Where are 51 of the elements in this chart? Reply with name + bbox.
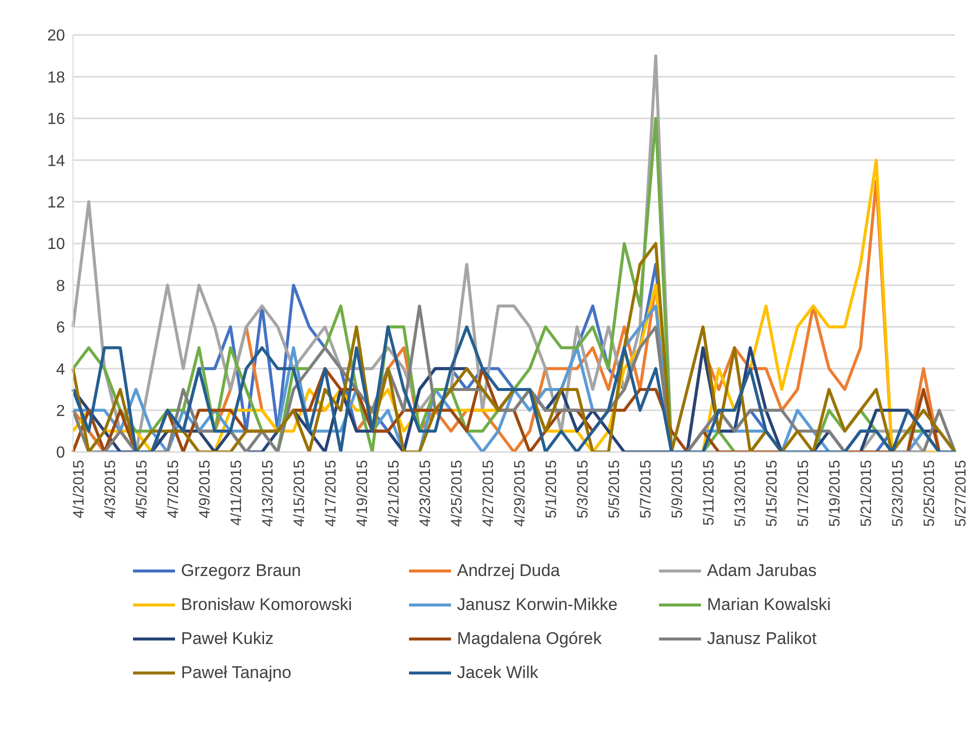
legend-label: Bronisław Komorowski — [181, 595, 352, 615]
x-tick-label: 5/1/2015 — [543, 460, 560, 518]
x-tick-label: 4/1/2015 — [70, 460, 88, 518]
y-tick-label: 12 — [47, 194, 66, 212]
x-tick-label: 5/11/2015 — [700, 460, 718, 526]
legend-label: Paweł Tanajno — [181, 663, 292, 683]
legend-label: Jacek Wilk — [457, 663, 538, 683]
x-tick-label: 4/13/2015 — [260, 460, 277, 527]
legend-label: Grzegorz Braun — [181, 561, 301, 581]
x-tick-label: 5/5/2015 — [606, 460, 624, 518]
y-tick-label: 16 — [47, 111, 66, 128]
legend-label: Marian Kowalski — [707, 595, 831, 615]
y-tick-label: 14 — [47, 152, 66, 170]
x-tick-label: 5/19/2015 — [826, 460, 844, 527]
x-tick-label: 4/25/2015 — [448, 460, 466, 527]
x-tick-label: 4/19/2015 — [354, 460, 372, 527]
y-tick-label: 2 — [56, 402, 66, 420]
x-tick-label: 5/13/2015 — [732, 460, 750, 527]
x-tick-label: 4/11/2015 — [228, 460, 246, 526]
y-tick-label: 18 — [47, 69, 66, 86]
x-tick-label: 4/7/2015 — [165, 460, 182, 518]
x-tick-label: 4/17/2015 — [322, 460, 340, 527]
x-tick-label: 4/29/2015 — [512, 460, 529, 527]
x-tick-label: 5/25/2015 — [921, 460, 938, 527]
x-tick-label: 5/23/2015 — [890, 460, 907, 527]
x-tick-label: 5/17/2015 — [795, 460, 812, 527]
x-tick-label: 5/9/2015 — [669, 460, 686, 518]
x-tick-label: 5/21/2015 — [858, 460, 876, 527]
x-tick-label: 5/27/2015 — [952, 460, 970, 527]
x-tick-label: 4/15/2015 — [291, 460, 308, 527]
y-tick-label: 8 — [56, 278, 66, 295]
legend-label: Magdalena Ogórek — [457, 629, 602, 649]
y-tick-label: 10 — [47, 236, 66, 254]
legend-label: Paweł Kukiz — [181, 629, 274, 649]
y-tick-label: 6 — [56, 320, 66, 337]
x-tick-label: 5/3/2015 — [574, 460, 592, 518]
y-tick-label: 20 — [47, 28, 66, 45]
legend-label: Janusz Palikot — [707, 629, 817, 649]
x-tick-label: 4/23/2015 — [417, 460, 434, 527]
x-tick-label: 4/21/2015 — [386, 460, 403, 527]
y-tick-label: 4 — [56, 361, 66, 378]
y-tick-label: 0 — [56, 444, 66, 462]
x-tick-label: 4/27/2015 — [480, 460, 498, 527]
x-tick-label: 5/7/2015 — [638, 460, 655, 518]
x-tick-label: 4/3/2015 — [102, 460, 120, 518]
legend-label: Janusz Korwin-Mikke — [457, 595, 618, 615]
legend-label: Adam Jarubas — [707, 561, 817, 581]
x-tick-label: 4/5/2015 — [134, 460, 151, 518]
legend-label: Andrzej Duda — [457, 561, 560, 581]
x-tick-label: 4/9/2015 — [196, 460, 214, 518]
x-tick-label: 5/15/2015 — [764, 460, 781, 527]
